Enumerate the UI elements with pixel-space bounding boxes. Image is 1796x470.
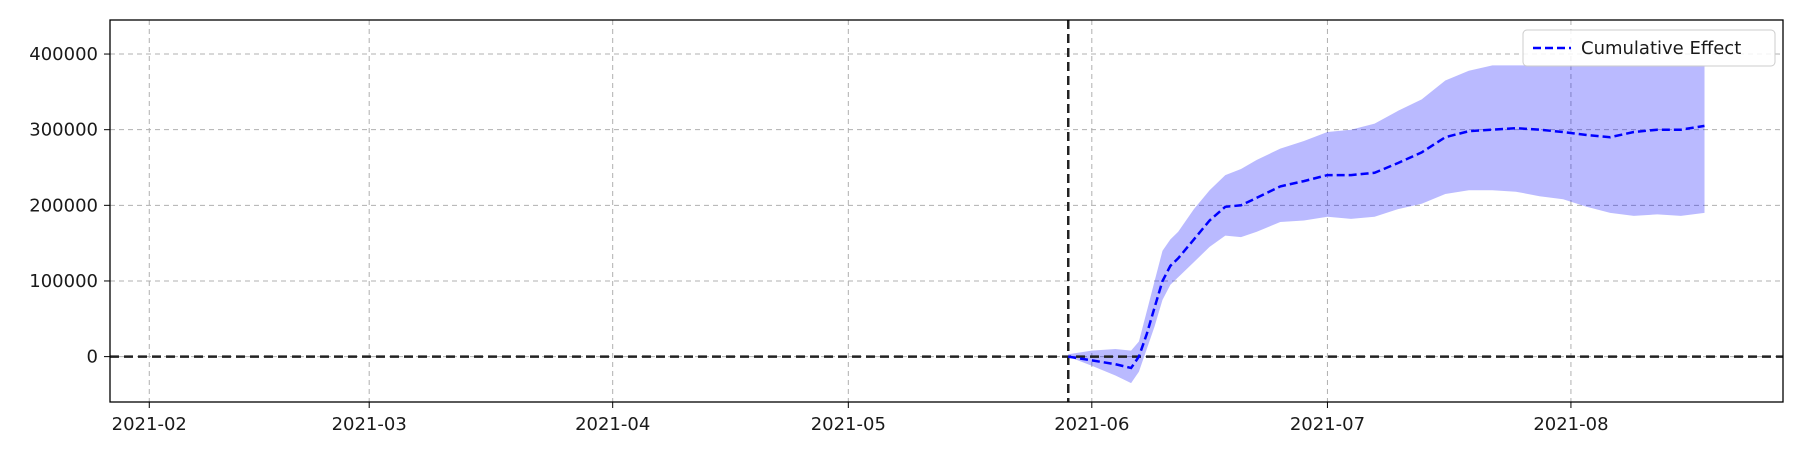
x-tick-label: 2021-08 [1533,414,1608,435]
x-tick-label: 2021-04 [575,414,650,435]
y-tick-label: 300000 [29,120,98,141]
legend: Cumulative Effect [1522,29,1776,67]
axes [104,19,1784,408]
x-tick-label: 2021-06 [1054,414,1129,435]
legend-box [1522,29,1776,67]
x-tick-label: 2021-03 [332,414,407,435]
confidence-band-layer [1068,65,1705,384]
y-tick-label: 400000 [29,44,98,65]
grid [110,20,1783,402]
x-tick-label: 2021-02 [112,414,187,435]
y-tick-label: 100000 [29,271,98,292]
x-tick-label: 2021-07 [1290,414,1365,435]
confidence-band [1068,65,1705,384]
legend-label-cumulative-effect: Cumulative Effect [1581,38,1741,59]
series-line-cumulative-effect [1068,124,1705,370]
x-tick-label: 2021-05 [811,414,886,435]
y-tick-label: 200000 [29,195,98,216]
plot-frame [109,19,1784,403]
y-tick-label: 0 [87,347,98,368]
reference-lines [110,20,1783,402]
series-layer [1068,124,1705,370]
tick-labels: 2021-02 2021-03 2021-04 2021-05 2021-06 2021-… [29,44,1608,435]
